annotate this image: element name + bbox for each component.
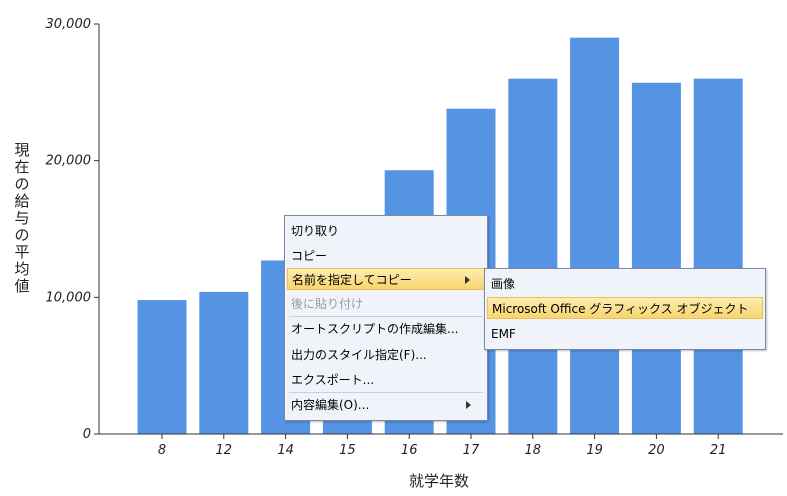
menu-item-paste-after[interactable]: 後に貼り付け (291, 297, 364, 311)
x-tick-label: 21 (710, 443, 727, 458)
submenu-item-image[interactable]: 画像 (491, 277, 516, 291)
menu-item-export[interactable]: エクスポート... (291, 373, 375, 387)
menu-item-edit-content[interactable]: 内容編集(O)... (287, 394, 485, 416)
y-ticks-group: 0 10,000 20,000 30,000 (46, 17, 99, 442)
y-tick-label: 0 (83, 427, 91, 442)
menu-item-copy[interactable]: コピー (291, 249, 328, 263)
submenu-arrow-icon (466, 401, 471, 409)
y-tick-label: 10,000 (46, 290, 92, 305)
menu-item-cut[interactable]: 切り取り (291, 224, 340, 238)
copy-special-submenu: 画像 Microsoft Office グラフィックス オブジェクト EMF (484, 268, 766, 350)
x-tick-label: 14 (277, 443, 294, 458)
x-axis-title: 就学年数 (409, 472, 469, 490)
y-axis-title: 現在の給与の平均値 (14, 141, 29, 295)
submenu-arrow-icon (465, 276, 470, 284)
y-tick-label: 30,000 (46, 17, 92, 32)
x-tick-label: 20 (648, 443, 665, 458)
bar (631, 82, 681, 435)
axes-group (98, 24, 783, 435)
menu-item-copy-special-label: 名前を指定してコピー (292, 273, 412, 287)
menu-item-copy-special[interactable]: 名前を指定してコピー (287, 268, 485, 290)
context-menu: 切り取り コピー 名前を指定してコピー 後に貼り付け オートスクリプトの作成編集… (284, 215, 488, 421)
bar (570, 37, 620, 435)
x-tick-label: 12 (216, 443, 233, 458)
x-tick-label: 16 (401, 443, 418, 458)
menu-item-style-output[interactable]: 出力のスタイル指定(F)... (291, 348, 427, 362)
bar (199, 291, 249, 434)
bar (693, 78, 743, 435)
bar (137, 300, 187, 434)
bar (508, 78, 558, 435)
x-tick-label: 17 (463, 443, 480, 458)
x-tick-label: 19 (586, 443, 603, 458)
menu-item-autoscript[interactable]: オートスクリプトの作成編集... (291, 322, 459, 336)
menu-separator (289, 316, 483, 317)
submenu-item-emf[interactable]: EMF (491, 327, 516, 341)
menu-item-edit-content-label: 内容編集(O)... (291, 398, 370, 412)
x-ticks-group: 8 12 14 15 16 17 18 19 20 21 (158, 434, 727, 458)
x-tick-label: 18 (525, 443, 542, 458)
submenu-item-office-graphic[interactable]: Microsoft Office グラフィックス オブジェクト (487, 297, 763, 319)
x-tick-label: 8 (158, 443, 166, 458)
menu-separator (289, 392, 483, 393)
x-tick-label: 15 (339, 443, 356, 458)
y-tick-label: 20,000 (46, 154, 92, 169)
